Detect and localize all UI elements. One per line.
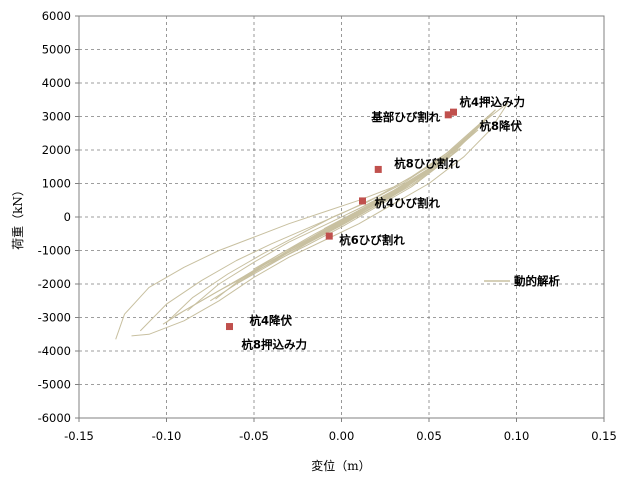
marker-label: 杭4降伏 [250,314,293,328]
y-tick-label: -5000 [38,378,71,392]
marker-label: 基部ひび割れ [370,110,440,124]
legend-label: 動的解析 [514,274,560,288]
y-tick-label: -1000 [38,244,71,258]
x-tick-label: 0.10 [504,429,530,443]
event-marker [325,232,333,240]
x-tick-label: 0.05 [416,429,442,443]
event-marker [226,323,233,331]
y-tick-label: -2000 [38,277,71,291]
event-marker [359,197,366,205]
marker-label: 杭8押込み力 [242,338,308,352]
marker-labels: 基部ひび割れ 杭4押込み力杭8降伏杭8ひび割れ杭4ひび割れ杭6ひび割れ杭4降伏杭8… [242,95,526,351]
series-lines [115,102,509,340]
y-tick-label: 5000 [42,43,71,57]
event-marker [450,108,457,116]
event-markers [226,108,457,331]
series-line-dynamic-analysis [334,154,451,225]
y-tick-label: -3000 [38,311,71,325]
series-line-dynamic-analysis [262,147,461,267]
marker-label: 杭6ひび割れ [339,233,405,247]
y-tick-label: -6000 [38,411,71,425]
x-tick-label: 0.15 [591,429,617,443]
event-marker [444,111,452,119]
y-tick-label: -4000 [38,344,71,358]
x-tick-label: -0.05 [239,429,269,443]
x-tick-label: 0.00 [329,429,355,443]
series-line-dynamic-analysis [348,154,451,215]
marker-label: 杭8降伏 [480,119,523,133]
marker-label: 杭4押込み力 [460,95,526,109]
series-line-dynamic-analysis [166,119,486,323]
y-tick-label: 4000 [42,76,71,90]
event-marker [374,165,382,173]
y-tick-label: 6000 [42,9,71,23]
axis-ticks: -6000 -5000 -4000 -3000 -2000 -1000 0 1000 2000 3… [38,9,617,443]
legend: 動的解析 [484,274,560,288]
y-tick-label: 1000 [42,177,71,191]
marker-label: 杭8ひび割れ [394,156,460,170]
grid [79,16,604,418]
x-tick-label: -0.15 [64,429,94,443]
y-tick-label: 3000 [42,110,71,124]
x-tick-label: -0.10 [152,429,182,443]
series-line-dynamic-analysis [131,102,509,337]
marker-label: 杭4ひび割れ [375,196,441,210]
y-tick-label: 0 [64,210,71,224]
x-axis-title: 変位（m） [311,458,370,473]
y-axis-title: 荷重（kN） [11,184,25,250]
y-tick-label: 2000 [42,143,71,157]
